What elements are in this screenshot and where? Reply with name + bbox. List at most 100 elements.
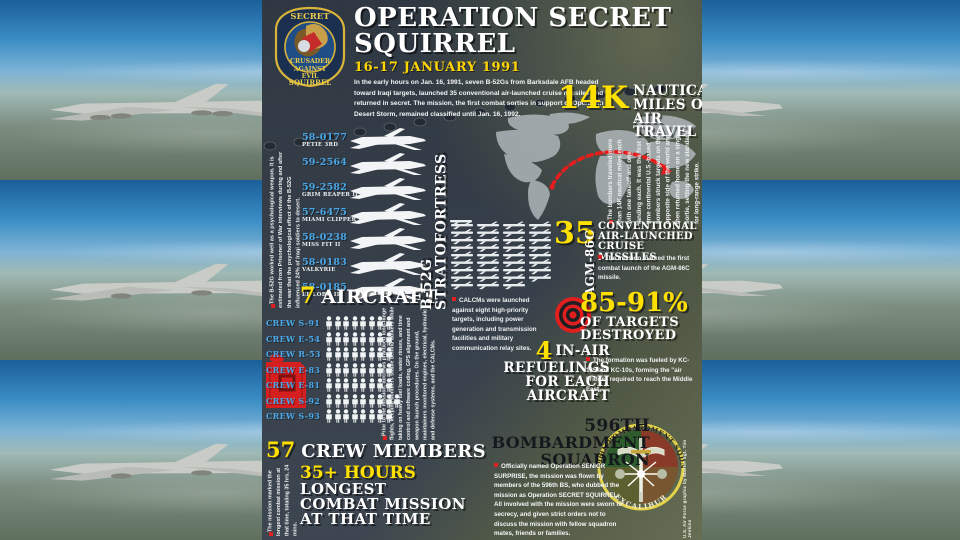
crew-person-icon bbox=[360, 316, 366, 330]
refueling-label-line-1: IN-AIR bbox=[555, 343, 610, 359]
squadron-label-line-1: BOMBARDMENT bbox=[491, 433, 650, 453]
flight-path-arrowhead bbox=[661, 164, 672, 175]
crew-person-icon bbox=[343, 362, 349, 377]
patch-text-against: AGAINST bbox=[293, 66, 327, 73]
crew-icons-0 bbox=[325, 316, 393, 330]
crew-row: CREW R-53 bbox=[266, 347, 446, 361]
crew-icons-4 bbox=[325, 378, 393, 392]
flight-origin-marker bbox=[549, 184, 555, 190]
crew-person-icon bbox=[360, 347, 366, 361]
crew-person-icon bbox=[394, 393, 400, 408]
crew-person-icon bbox=[368, 409, 375, 423]
bullet-icon bbox=[494, 463, 498, 467]
senior-surprise-note-text: Officially named Operation SENIOR SURPRI… bbox=[494, 463, 623, 538]
page-title: OPERATION SECRET SQUIRREL bbox=[354, 3, 672, 59]
refueling-stat: 4 IN-AIR REFUELINGS FOR EACH AIRCRAFT bbox=[490, 336, 610, 404]
crew-row: CREW S-91 bbox=[266, 316, 446, 330]
squadron-label-line-2: SQUADRON bbox=[540, 449, 650, 469]
nautical-label-line-1: NAUTICAL bbox=[633, 83, 702, 99]
calcm-title-line-3: CRUISE MISSILES bbox=[598, 241, 657, 263]
crew-person-icon bbox=[368, 331, 375, 346]
crew-person-icon bbox=[360, 331, 366, 346]
crew-row: CREW E-81 bbox=[266, 378, 446, 392]
crew-person-icon bbox=[334, 331, 341, 346]
aircraft-tail-2: 59-2582 bbox=[302, 182, 348, 193]
aircraft-silhouette-group bbox=[348, 128, 433, 303]
hours-number: 35+ HOURS bbox=[300, 463, 416, 483]
refueling-number: 4 bbox=[535, 336, 553, 365]
crew-label-4: CREW E-81 bbox=[266, 380, 321, 390]
crew-icons-1 bbox=[325, 331, 393, 346]
crew-label-6: CREW S-93 bbox=[266, 411, 321, 421]
crew-person-icon bbox=[368, 362, 375, 377]
crew-person-icon bbox=[385, 316, 392, 330]
calcm-targets-note: CALCMs were launched against eight high-… bbox=[452, 296, 552, 354]
aircraft-total-stat: 7 AIRCRAFT bbox=[300, 283, 439, 309]
targets-destroyed-line-1: OF TARGETS bbox=[580, 314, 680, 330]
crew-person-icon bbox=[377, 316, 383, 330]
squadron-stat: 596TH BOMBARDMENT SQUADRON bbox=[490, 416, 650, 469]
crew-person-icon bbox=[334, 409, 341, 423]
air-bridge-note-text: The formation was fueled by KC-135 and K… bbox=[586, 357, 693, 393]
crew-person-icon bbox=[377, 393, 383, 408]
aircraft-name-2: GRIM REAPER II bbox=[302, 192, 358, 198]
nautical-label-line-3: AIR TRAVEL bbox=[633, 110, 697, 141]
aircraft-total-label: AIRCRAFT bbox=[321, 286, 439, 308]
mission-date: 16-17 JANUARY 1991 bbox=[354, 60, 521, 75]
aircraft-total-number: 7 bbox=[300, 283, 316, 309]
targets-destroyed-stat: 85-91% OF TARGETS DESTROYED bbox=[580, 290, 702, 344]
nautical-label-line-2: MILES OF bbox=[633, 96, 702, 113]
aircraft-tail-1: 59-2564 bbox=[302, 157, 348, 168]
crew-person-icon bbox=[326, 378, 332, 392]
crew-person-icon bbox=[377, 347, 383, 361]
crew-person-icon bbox=[326, 316, 332, 330]
crew-person-icon bbox=[351, 347, 358, 361]
refueling-label-line-4: AIRCRAFT bbox=[526, 387, 610, 404]
nautical-miles-number: 14K bbox=[558, 80, 629, 116]
crew-total-number: 57 bbox=[266, 437, 296, 462]
aircraft-tail-5: 58-0183 bbox=[302, 257, 348, 268]
crew-total-stat: 57 CREW MEMBERS bbox=[266, 437, 486, 462]
crew-person-icon bbox=[334, 362, 341, 377]
crew-person-icon bbox=[326, 409, 332, 423]
crew-row: CREW E-54 bbox=[266, 331, 446, 346]
crew-person-icon bbox=[343, 378, 349, 392]
b52-psychological-note: The B-52G worked well as a psychological… bbox=[268, 148, 303, 308]
crew-person-icon bbox=[351, 331, 358, 346]
crew-person-icon bbox=[385, 347, 392, 361]
crew-row: CREW S-92 bbox=[266, 393, 446, 408]
crew-person-icon bbox=[385, 409, 392, 423]
agm-first-launch-note: The mission marked the first combat laun… bbox=[598, 254, 698, 283]
patch-text-squirrel: SQUIRREL bbox=[289, 78, 332, 87]
crew-roster-chart: CREW S-91 CREW E-54 CREW R-53 CREW E-83 … bbox=[266, 316, 446, 425]
photo-credit: U.S. Air Force graphic by Master Sgt. Ti… bbox=[682, 439, 692, 538]
calcm-title: CONVENTIONAL AIR-LAUNCHED CRUISE MISSILE… bbox=[598, 221, 702, 263]
patch-text-secret: SECRET bbox=[290, 12, 330, 22]
crew-person-icon bbox=[368, 347, 375, 361]
crew-person-icon bbox=[334, 393, 341, 408]
nautical-miles-note: The bombers traveled more than 14K nauti… bbox=[606, 128, 702, 224]
aircraft-tail-3: 57-6475 bbox=[302, 207, 348, 218]
crew-person-icon bbox=[351, 409, 358, 423]
crew-icons-2 bbox=[325, 347, 393, 361]
patch-text-crusader: CRUSADER bbox=[290, 58, 331, 65]
squadron-number: 596TH bbox=[584, 416, 650, 436]
crew-person-icon bbox=[326, 347, 332, 361]
crew-person-icon bbox=[360, 393, 366, 408]
targets-destroyed-line-2: DESTROYED bbox=[580, 328, 677, 344]
calcm-targets-note-text: CALCMs were launched against eight high-… bbox=[452, 297, 537, 353]
crew-person-icon bbox=[334, 378, 341, 392]
refueling-label-line-3: FOR EACH bbox=[525, 373, 610, 390]
agm-first-launch-note-text: The mission marked the first combat laun… bbox=[598, 255, 690, 282]
aircraft-name-5: VALKYRIE bbox=[302, 267, 336, 273]
bullet-icon bbox=[586, 357, 590, 361]
crew-person-icon bbox=[385, 362, 392, 377]
aircraft-name-0: PETIE 3RD bbox=[302, 142, 339, 148]
crew-row: CREW E-83 bbox=[266, 362, 446, 377]
missile-icon-grid bbox=[450, 217, 555, 292]
crew-person-icon bbox=[334, 347, 341, 361]
crew-total-label: CREW MEMBERS bbox=[301, 441, 486, 462]
refueling-label-line-2: REFUELINGS bbox=[503, 360, 610, 377]
crew-label-3: CREW E-83 bbox=[266, 364, 321, 375]
crew-person-icon bbox=[351, 393, 358, 408]
